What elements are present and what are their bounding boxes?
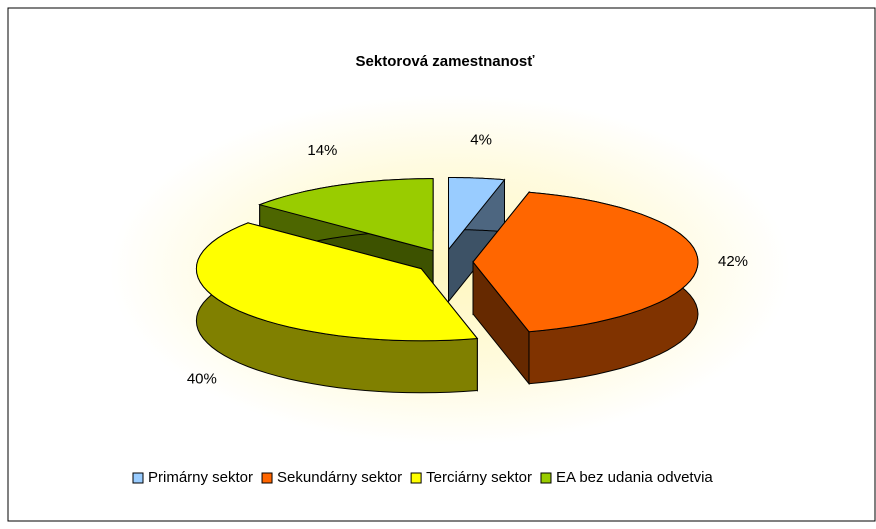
- slice-top: [258, 178, 434, 252]
- data-label: 14%: [307, 142, 337, 159]
- legend-swatch: [540, 472, 552, 484]
- legend-label: EA bez udania odvetvia: [556, 469, 713, 486]
- legend-swatch: [410, 472, 422, 484]
- pie-slice: [195, 222, 479, 394]
- legend-label: Sekundárny sektor: [277, 469, 402, 486]
- slice-top: [472, 191, 699, 333]
- data-label: 42%: [718, 253, 748, 270]
- legend-label: Terciárny sektor: [426, 469, 532, 486]
- legend-swatch: [261, 472, 273, 484]
- slice-top: [195, 222, 479, 342]
- legend-label: Primárny sektor: [148, 469, 253, 486]
- pie-slice: [472, 190, 699, 386]
- slice-top: [447, 177, 506, 251]
- data-label: 4%: [470, 131, 492, 148]
- data-label: 40%: [187, 371, 217, 388]
- chart-title: Sektorová zamestnanosť: [356, 53, 536, 70]
- legend-swatch: [132, 472, 144, 484]
